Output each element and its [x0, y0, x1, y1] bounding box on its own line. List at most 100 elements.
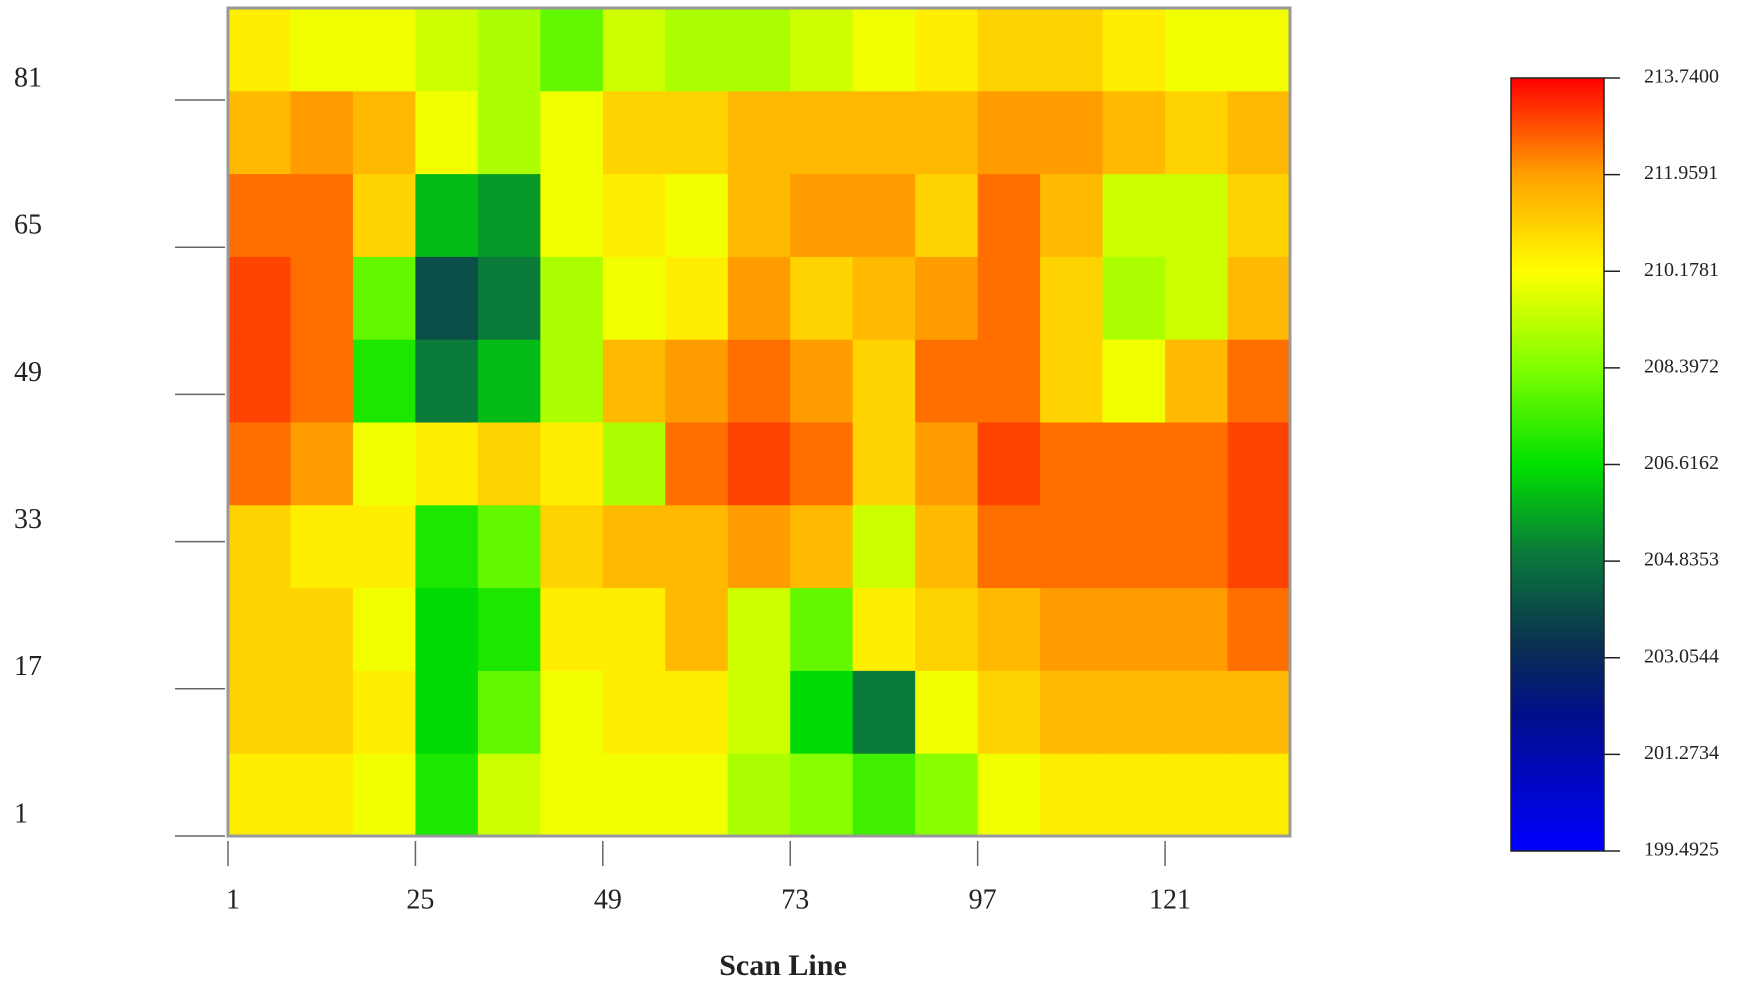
- heatmap-cell: [1040, 174, 1103, 257]
- y-tick-label: 81: [14, 62, 42, 93]
- heatmap-cell: [978, 505, 1041, 588]
- heatmap-cell: [728, 588, 791, 671]
- heatmap-cell: [540, 505, 603, 588]
- colorbar-tick-label: 213.7400: [1644, 66, 1719, 88]
- y-tick-label: 17: [14, 651, 42, 682]
- heatmap-cell: [728, 8, 791, 91]
- heatmap-cell: [540, 753, 603, 836]
- heatmap-cell: [1165, 505, 1228, 588]
- heatmap-cell: [415, 339, 478, 422]
- heatmap-cell: [478, 174, 541, 257]
- heatmap-cell: [790, 753, 853, 836]
- heatmap-cell: [353, 8, 416, 91]
- heatmap-cell: [978, 588, 1041, 671]
- heatmap-cell: [1040, 256, 1103, 339]
- heatmap-cell: [915, 505, 978, 588]
- heatmap-cell: [978, 8, 1041, 91]
- colorbar: [1511, 78, 1604, 851]
- heatmap-cell: [915, 91, 978, 174]
- heatmap-cell: [978, 753, 1041, 836]
- x-tick-label: 49: [594, 884, 622, 915]
- heatmap-cell: [853, 174, 916, 257]
- heatmap-cell: [478, 753, 541, 836]
- heatmap-cell: [1103, 91, 1166, 174]
- heatmap-cell: [1165, 8, 1228, 91]
- heatmap-cell: [728, 670, 791, 753]
- heatmap-cell: [1165, 256, 1228, 339]
- heatmap-cell: [790, 505, 853, 588]
- heatmap-cell: [603, 8, 666, 91]
- heatmap-cell: [1165, 339, 1228, 422]
- heatmap-cell: [540, 670, 603, 753]
- heatmap-cell: [228, 256, 291, 339]
- heatmap-cell: [478, 339, 541, 422]
- heatmap-cell: [790, 339, 853, 422]
- heatmap-cell: [853, 256, 916, 339]
- heatmap-cell: [603, 670, 666, 753]
- heatmap-cell: [1165, 588, 1228, 671]
- heatmap-cell: [353, 174, 416, 257]
- heatmap-cell: [790, 174, 853, 257]
- heatmap-cell: [290, 588, 353, 671]
- heatmap-cell: [728, 256, 791, 339]
- heatmap-cell: [978, 174, 1041, 257]
- heatmap-cell: [415, 422, 478, 505]
- heatmap-cell: [1103, 339, 1166, 422]
- heatmap-cell: [1228, 588, 1291, 671]
- x-tick-label: 121: [1149, 884, 1191, 915]
- heatmap-cell: [353, 256, 416, 339]
- heatmap-cell: [728, 174, 791, 257]
- heatmap-cell: [1228, 339, 1291, 422]
- heatmap-cell: [978, 422, 1041, 505]
- heatmap-cell: [415, 588, 478, 671]
- heatmap-cell: [1040, 8, 1103, 91]
- heatmap-cell: [853, 8, 916, 91]
- colorbar-tick-label: 203.0544: [1644, 645, 1719, 667]
- x-tick-label: 97: [969, 884, 997, 915]
- heatmap-cell: [1040, 753, 1103, 836]
- y-tick-label: 33: [14, 504, 42, 535]
- heatmap-cell: [915, 588, 978, 671]
- heatmap-cell: [290, 174, 353, 257]
- heatmap-cell: [665, 753, 728, 836]
- colorbar-tick-label: 204.8353: [1644, 549, 1719, 571]
- heatmap-cell: [603, 753, 666, 836]
- heatmap-cell: [540, 256, 603, 339]
- heatmap-cell: [1040, 670, 1103, 753]
- heatmap-cell: [1103, 422, 1166, 505]
- y-tick-label: 1: [14, 798, 28, 829]
- heatmap-cell: [415, 91, 478, 174]
- heatmap-cell: [1165, 422, 1228, 505]
- heatmap-cell: [978, 256, 1041, 339]
- heatmap-cell: [290, 505, 353, 588]
- heatmap-cell: [728, 422, 791, 505]
- heatmap-cell: [353, 505, 416, 588]
- heatmap-cell: [228, 422, 291, 505]
- heatmap-cell: [603, 588, 666, 671]
- heatmap-cell: [478, 8, 541, 91]
- colorbar-tick-label: 210.1781: [1644, 259, 1719, 281]
- heatmap-cell: [540, 91, 603, 174]
- y-tick-label: 49: [14, 357, 42, 388]
- heatmap-cell: [1228, 256, 1291, 339]
- heatmap-cell: [478, 91, 541, 174]
- x-axis-label: Scan Line: [719, 949, 847, 982]
- heatmap-cell: [1040, 339, 1103, 422]
- heatmap-cell: [353, 588, 416, 671]
- heatmap-cell: [1228, 505, 1291, 588]
- heatmap-cell: [853, 339, 916, 422]
- heatmap-cell: [790, 670, 853, 753]
- heatmap-cell: [540, 8, 603, 91]
- colorbar-tick-label: 208.3972: [1644, 355, 1719, 377]
- heatmap-cell: [1103, 256, 1166, 339]
- heatmap-cell: [228, 174, 291, 257]
- heatmap-cell: [603, 422, 666, 505]
- heatmap-cell: [603, 339, 666, 422]
- heatmap-cell: [290, 91, 353, 174]
- heatmap-cell: [790, 8, 853, 91]
- heatmap-cell: [915, 174, 978, 257]
- heatmap-cell: [228, 505, 291, 588]
- heatmap-cell: [1165, 174, 1228, 257]
- heatmap-cell: [915, 8, 978, 91]
- x-tick-label: 73: [781, 884, 809, 915]
